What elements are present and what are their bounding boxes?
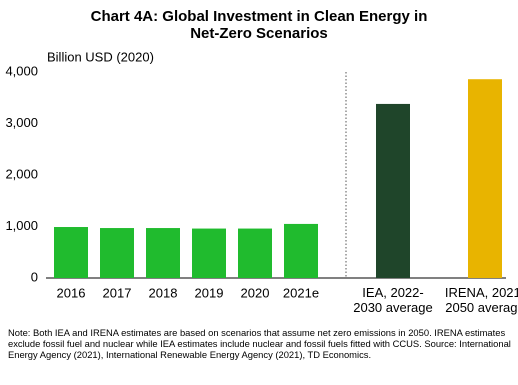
x-tick-label: IRENA, 2021-2050 average [445, 285, 518, 315]
x-tick-label: 2020 [241, 285, 270, 300]
x-tick-label: 2019 [195, 285, 224, 300]
x-tick-label: 2017 [103, 285, 132, 300]
bar [238, 228, 272, 278]
note: Note: Both IEA and IRENA estimates are b… [8, 327, 511, 360]
chart: Chart 4A: Global Investment in Clean Ene… [5, 8, 518, 315]
x-tick-label: 2021e [283, 285, 319, 300]
chart-title: Chart 4A: Global Investment in Clean Ene… [91, 8, 428, 42]
y-tick-label: 4,000 [5, 63, 38, 78]
y-tick-label: 3,000 [5, 115, 38, 130]
x-tick-label: 2016 [57, 285, 86, 300]
y-tick-label: 2,000 [5, 166, 38, 181]
x-tick-label: IEA, 2022-2030 average [353, 285, 433, 315]
bar [192, 228, 226, 278]
bar [54, 227, 88, 278]
y-tick-label: 1,000 [5, 218, 38, 233]
y-axis-label: Billion USD (2020) [47, 49, 154, 64]
bar [284, 223, 318, 278]
bar [376, 103, 410, 279]
y-tick-label: 0 [31, 269, 38, 284]
x-tick-label: 2018 [149, 285, 178, 300]
bar [146, 228, 180, 278]
bar [468, 79, 502, 279]
bar [100, 228, 134, 278]
